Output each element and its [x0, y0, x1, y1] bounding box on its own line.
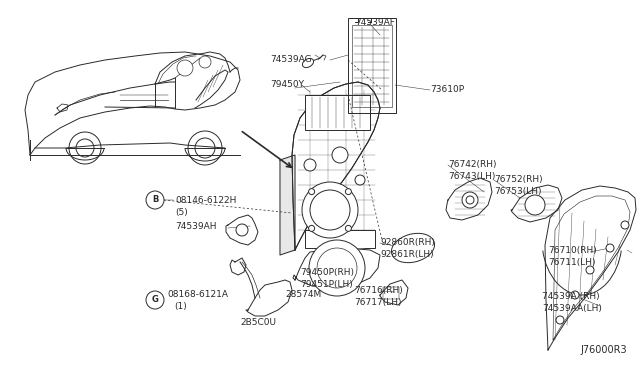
- Circle shape: [309, 240, 365, 296]
- Text: 74539AF: 74539AF: [355, 18, 395, 27]
- Text: 76743(LH): 76743(LH): [448, 172, 495, 181]
- Text: 76742(RH): 76742(RH): [448, 160, 497, 169]
- Bar: [305, 230, 375, 248]
- Text: 79450P(RH): 79450P(RH): [300, 268, 354, 277]
- Text: J76000R3: J76000R3: [580, 345, 627, 355]
- Text: 74539AG: 74539AG: [270, 55, 312, 64]
- Polygon shape: [292, 82, 380, 250]
- Polygon shape: [446, 178, 492, 220]
- Polygon shape: [230, 258, 246, 275]
- Polygon shape: [246, 280, 292, 316]
- Text: 2B5C0U: 2B5C0U: [240, 318, 276, 327]
- Circle shape: [466, 196, 474, 204]
- Circle shape: [346, 225, 351, 231]
- Text: 73610P: 73610P: [430, 85, 464, 94]
- Bar: [352, 25, 392, 107]
- Circle shape: [146, 291, 164, 309]
- Text: 92861R(LH): 92861R(LH): [380, 250, 434, 259]
- Text: 08146-6122H: 08146-6122H: [175, 196, 236, 205]
- Circle shape: [525, 195, 545, 215]
- Circle shape: [146, 191, 164, 209]
- Circle shape: [308, 225, 315, 231]
- Bar: [383, 287, 399, 299]
- Bar: [305, 95, 370, 130]
- Polygon shape: [545, 186, 636, 350]
- Text: 92860R(RH): 92860R(RH): [380, 238, 435, 247]
- Circle shape: [556, 316, 564, 324]
- Text: 76710(RH): 76710(RH): [548, 246, 596, 255]
- Ellipse shape: [303, 58, 314, 68]
- Bar: [348, 18, 396, 113]
- Circle shape: [317, 248, 357, 288]
- Circle shape: [571, 291, 579, 299]
- Circle shape: [346, 189, 351, 195]
- Text: 74539A (RH): 74539A (RH): [542, 292, 600, 301]
- Circle shape: [332, 147, 348, 163]
- Ellipse shape: [392, 233, 435, 263]
- Circle shape: [236, 224, 248, 236]
- Circle shape: [302, 182, 358, 238]
- Circle shape: [621, 221, 629, 229]
- Text: 79450Y: 79450Y: [270, 80, 304, 89]
- Circle shape: [462, 192, 478, 208]
- Text: 79451P(LH): 79451P(LH): [300, 280, 353, 289]
- Circle shape: [199, 56, 211, 68]
- Circle shape: [177, 60, 193, 76]
- Text: 76716(RH): 76716(RH): [354, 286, 403, 295]
- Circle shape: [586, 266, 594, 274]
- Text: B: B: [152, 196, 158, 205]
- Text: 08168-6121A: 08168-6121A: [167, 290, 228, 299]
- Polygon shape: [380, 280, 408, 305]
- Text: 74539AA(LH): 74539AA(LH): [542, 304, 602, 313]
- Text: 76711(LH): 76711(LH): [548, 258, 595, 267]
- Circle shape: [606, 244, 614, 252]
- Circle shape: [308, 189, 315, 195]
- Polygon shape: [226, 215, 258, 245]
- Polygon shape: [293, 248, 380, 288]
- Text: 28574M: 28574M: [285, 290, 321, 299]
- Text: (5): (5): [175, 208, 188, 217]
- Text: 74539AH: 74539AH: [175, 222, 216, 231]
- Circle shape: [355, 175, 365, 185]
- Text: (1): (1): [174, 302, 187, 311]
- Polygon shape: [280, 155, 295, 255]
- Text: 76717(LH): 76717(LH): [354, 298, 401, 307]
- Polygon shape: [511, 185, 562, 222]
- Text: G: G: [152, 295, 159, 305]
- Circle shape: [304, 159, 316, 171]
- Circle shape: [310, 190, 350, 230]
- Text: 76752(RH): 76752(RH): [494, 175, 543, 184]
- Text: 76753(LH): 76753(LH): [494, 187, 541, 196]
- Polygon shape: [57, 104, 68, 112]
